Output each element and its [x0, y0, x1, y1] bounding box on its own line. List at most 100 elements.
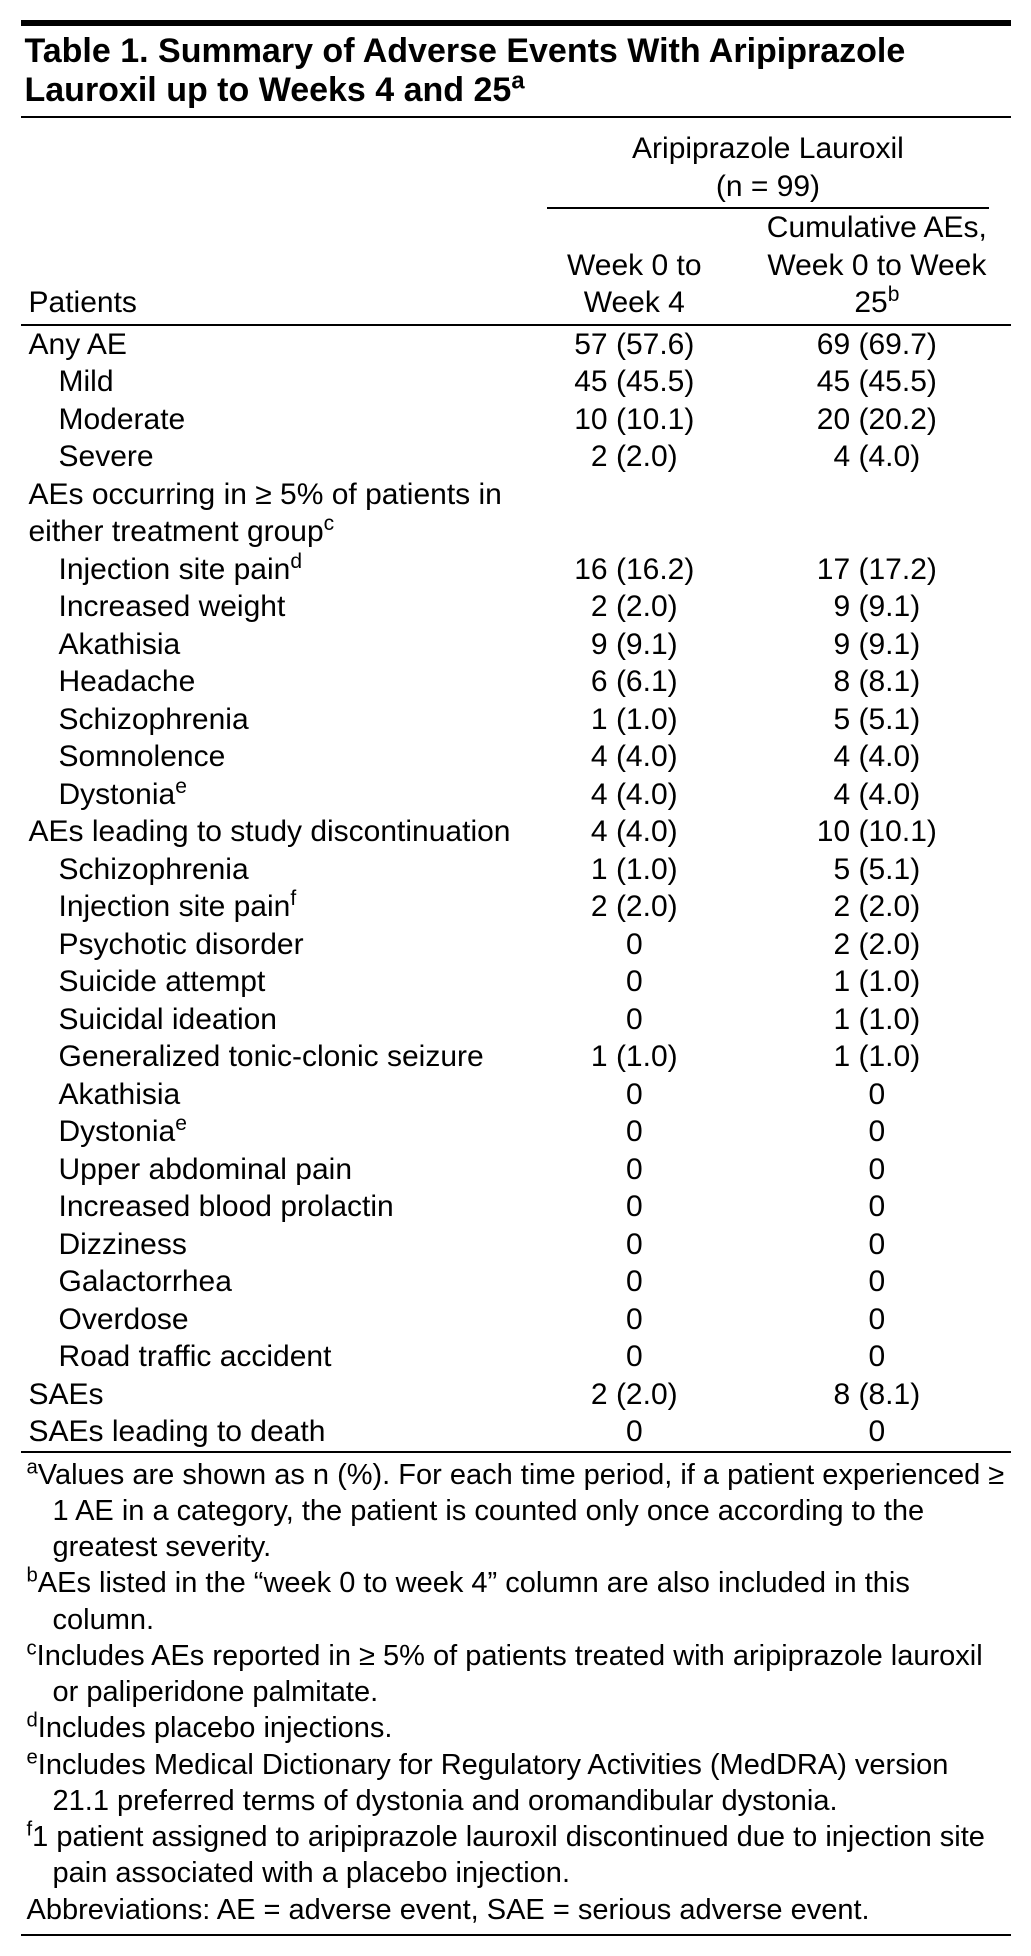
cell-week4: 0	[525, 1113, 743, 1151]
cell-week4: 0	[525, 1001, 743, 1039]
cell-week4: 0	[525, 1076, 743, 1114]
table-title: Table 1. Summary of Adverse Events With …	[21, 26, 1011, 118]
cell-week25: 4 (4.0)	[743, 738, 1010, 776]
row-label: Galactorrhea	[21, 1263, 526, 1301]
cell-week4: 0	[525, 963, 743, 1001]
table-row: Dystoniae00	[21, 1113, 1011, 1151]
row-label: Akathisia	[21, 1076, 526, 1114]
cell-week4: 1 (1.0)	[525, 1038, 743, 1076]
title-sup: a	[511, 68, 524, 95]
table-row: Increased blood prolactin00	[21, 1188, 1011, 1226]
cell-week4: 0	[525, 1263, 743, 1301]
cell-week4	[525, 476, 743, 514]
table-row: Suicide attempt01 (1.0)	[21, 963, 1011, 1001]
row-label: Dystoniae	[21, 1113, 526, 1151]
row-label: Any AE	[21, 325, 526, 364]
col-week25: Cumulative AEs,Week 0 to Week 25b	[743, 209, 1010, 325]
footnote: f1 patient assigned to aripiprazole laur…	[27, 1819, 1005, 1892]
table-row: Dystoniae4 (4.0)4 (4.0)	[21, 776, 1011, 814]
table-row: Injection site paind16 (16.2)17 (17.2)	[21, 551, 1011, 589]
adverse-events-table: Table 1. Summary of Adverse Events With …	[21, 20, 1011, 1936]
row-label: SAEs leading to death	[21, 1413, 526, 1452]
cell-week25: 0	[743, 1113, 1010, 1151]
cell-week25: 9 (9.1)	[743, 588, 1010, 626]
cell-week25: 17 (17.2)	[743, 551, 1010, 589]
cell-week25: 9 (9.1)	[743, 626, 1010, 664]
table-row: Galactorrhea00	[21, 1263, 1011, 1301]
cell-week4: 4 (4.0)	[525, 738, 743, 776]
footnote: cIncludes AEs reported in ≥ 5% of patien…	[27, 1638, 1005, 1711]
cell-week25: 0	[743, 1263, 1010, 1301]
cell-week4: 45 (45.5)	[525, 363, 743, 401]
cell-week4: 4 (4.0)	[525, 813, 743, 851]
row-label: Increased blood prolactin	[21, 1188, 526, 1226]
cell-week4: 2 (2.0)	[525, 888, 743, 926]
cell-week4: 0	[525, 1188, 743, 1226]
row-label: Dystoniae	[21, 776, 526, 814]
cell-week4: 57 (57.6)	[525, 325, 743, 364]
footnote: bAEs listed in the “week 0 to week 4” co…	[27, 1565, 1005, 1638]
row-label: Suicide attempt	[21, 963, 526, 1001]
row-label: Dizziness	[21, 1226, 526, 1264]
table-row: Suicidal ideation01 (1.0)	[21, 1001, 1011, 1039]
table-row: Headache6 (6.1)8 (8.1)	[21, 663, 1011, 701]
cell-week25: 0	[743, 1151, 1010, 1189]
row-label: Mild	[21, 363, 526, 401]
table-row: Psychotic disorder02 (2.0)	[21, 926, 1011, 964]
table-row: Overdose00	[21, 1301, 1011, 1339]
table-row: Mild45 (45.5)45 (45.5)	[21, 363, 1011, 401]
table-row: either treatment groupc	[21, 513, 1011, 551]
row-label: Overdose	[21, 1301, 526, 1339]
cell-week25: 0	[743, 1226, 1010, 1264]
row-label: AEs leading to study discontinuation	[21, 813, 526, 851]
table-row: Somnolence4 (4.0)4 (4.0)	[21, 738, 1011, 776]
table-row: SAEs leading to death00	[21, 1413, 1011, 1452]
row-label: Upper abdominal pain	[21, 1151, 526, 1189]
row-label: Severe	[21, 438, 526, 476]
cell-week25: 69 (69.7)	[743, 325, 1010, 364]
cell-week4: 0	[525, 1226, 743, 1264]
cell-week25: 1 (1.0)	[743, 963, 1010, 1001]
row-label: Somnolence	[21, 738, 526, 776]
cell-week25: 45 (45.5)	[743, 363, 1010, 401]
cell-week4: 1 (1.0)	[525, 701, 743, 739]
table-row: Any AE57 (57.6)69 (69.7)	[21, 325, 1011, 364]
col-week4: Week 0 toWeek 4	[525, 209, 743, 325]
cell-week4: 10 (10.1)	[525, 401, 743, 439]
table-row: Generalized tonic-clonic seizure1 (1.0)1…	[21, 1038, 1011, 1076]
row-label: Generalized tonic-clonic seizure	[21, 1038, 526, 1076]
footnote: aValues are shown as n (%). For each tim…	[27, 1457, 1005, 1566]
cell-week25: 4 (4.0)	[743, 438, 1010, 476]
cell-week4	[525, 513, 743, 551]
col-patients: Patients	[21, 209, 526, 325]
cell-week4: 2 (2.0)	[525, 588, 743, 626]
table-row: Upper abdominal pain00	[21, 1151, 1011, 1189]
table-row: Severe2 (2.0)4 (4.0)	[21, 438, 1011, 476]
cell-week25: 0	[743, 1301, 1010, 1339]
cell-week4: 2 (2.0)	[525, 1376, 743, 1414]
cell-week25: 2 (2.0)	[743, 888, 1010, 926]
cell-week4: 16 (16.2)	[525, 551, 743, 589]
table-row: Schizophrenia1 (1.0)5 (5.1)	[21, 701, 1011, 739]
table-row: AEs occurring in ≥ 5% of patients in	[21, 476, 1011, 514]
table-row: Schizophrenia1 (1.0)5 (5.1)	[21, 851, 1011, 889]
table-row: Increased weight2 (2.0)9 (9.1)	[21, 588, 1011, 626]
cell-week25: 0	[743, 1413, 1010, 1452]
row-label: Road traffic accident	[21, 1338, 526, 1376]
cell-week25: 5 (5.1)	[743, 701, 1010, 739]
cell-week4: 0	[525, 1413, 743, 1452]
table-row: Moderate10 (10.1)20 (20.2)	[21, 401, 1011, 439]
cell-week25: 0	[743, 1338, 1010, 1376]
row-label: Akathisia	[21, 626, 526, 664]
cell-week4: 0	[525, 1338, 743, 1376]
cell-week25: 20 (20.2)	[743, 401, 1010, 439]
cell-week4: 1 (1.0)	[525, 851, 743, 889]
row-label: SAEs	[21, 1376, 526, 1414]
table-row: Injection site painf2 (2.0)2 (2.0)	[21, 888, 1011, 926]
row-label: Injection site painf	[21, 888, 526, 926]
table-row: SAEs2 (2.0)8 (8.1)	[21, 1376, 1011, 1414]
abbreviations: Abbreviations: AE = adverse event, SAE =…	[27, 1892, 1005, 1928]
cell-week25: 4 (4.0)	[743, 776, 1010, 814]
cell-week25: 0	[743, 1076, 1010, 1114]
cell-week4: 0	[525, 1301, 743, 1339]
